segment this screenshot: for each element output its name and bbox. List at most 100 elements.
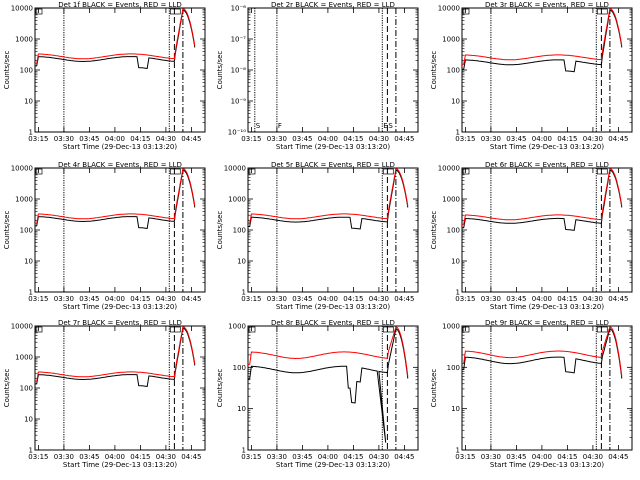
panel-title: Det 6r BLACK = Events, RED = LLD bbox=[485, 161, 609, 169]
y-tick-label: 10000 bbox=[438, 5, 460, 13]
flag-box bbox=[35, 8, 43, 15]
panel-title: Det 4r BLACK = Events, RED = LLD bbox=[58, 161, 182, 169]
flag-box bbox=[596, 8, 608, 15]
flag-box bbox=[35, 326, 43, 333]
x-tick-label: 03:30 bbox=[54, 295, 74, 303]
series-events bbox=[35, 9, 196, 69]
x-tick-label: 03:15 bbox=[241, 295, 261, 303]
y-tick-label: 100 bbox=[233, 227, 246, 235]
y-tick-label: 10⁻⁸ bbox=[231, 67, 247, 75]
x-tick-label: 04:30 bbox=[583, 135, 603, 143]
series-lld bbox=[461, 168, 623, 225]
flag-box bbox=[35, 168, 43, 175]
x-axis-label: Start Time (29-Dec-13 03:13:20) bbox=[276, 303, 390, 311]
x-tick-label: 04:00 bbox=[105, 135, 125, 143]
x-tick-label: 04:45 bbox=[181, 453, 201, 461]
x-tick-label: 04:00 bbox=[105, 295, 125, 303]
y-tick-label: 100 bbox=[20, 67, 33, 75]
y-tick-label: 100 bbox=[447, 227, 460, 235]
x-tick-label: 03:30 bbox=[267, 295, 287, 303]
y-tick-label: 1000 bbox=[15, 196, 33, 204]
y-tick-label: 100 bbox=[20, 385, 33, 393]
flag-box bbox=[169, 168, 181, 175]
x-tick-label: 03:30 bbox=[481, 295, 501, 303]
x-tick-label: 03:45 bbox=[506, 295, 526, 303]
y-tick-label: 10 bbox=[24, 258, 33, 266]
flag-box bbox=[169, 326, 181, 333]
y-tick-label: 1 bbox=[29, 129, 33, 137]
y-tick-label: 1 bbox=[456, 447, 460, 455]
plot-frame bbox=[247, 7, 419, 133]
x-tick-label: 03:15 bbox=[455, 135, 475, 143]
x-tick-label: 03:30 bbox=[481, 135, 501, 143]
series-events bbox=[462, 169, 623, 231]
x-tick-label: 04:30 bbox=[583, 295, 603, 303]
y-tick-label: 10000 bbox=[11, 323, 33, 331]
plot-frame bbox=[461, 325, 633, 451]
series-lld bbox=[248, 326, 409, 377]
y-tick-label: 1000 bbox=[15, 36, 33, 44]
x-axis-label: Start Time (29-Dec-13 03:13:20) bbox=[490, 461, 604, 469]
panel-4: Det 4r BLACK = Events, RED = LLD 1 10 100 10… bbox=[3, 161, 206, 311]
x-tick-label: 04:30 bbox=[156, 453, 176, 461]
panel-8: Det 8r BLACK = Events, RED = LLD 1 10 100 10… bbox=[216, 319, 419, 469]
y-tick-label: 10000 bbox=[438, 165, 460, 173]
x-axis-label: Start Time (29-Dec-13 03:13:20) bbox=[490, 143, 604, 151]
series-events bbox=[248, 328, 409, 443]
y-tick-label: 10000 bbox=[11, 165, 33, 173]
x-tick-label: 04:30 bbox=[156, 295, 176, 303]
y-tick-label: 10⁻⁶ bbox=[231, 5, 247, 13]
x-tick-label: 04:45 bbox=[394, 295, 414, 303]
x-tick-label: 04:45 bbox=[394, 135, 414, 143]
x-tick-label: 04:15 bbox=[343, 453, 363, 461]
x-tick-label: 03:15 bbox=[455, 453, 475, 461]
series-lld bbox=[247, 168, 409, 224]
x-tick-label: 03:45 bbox=[506, 135, 526, 143]
x-tick-label: 03:45 bbox=[506, 453, 526, 461]
x-tick-label: 03:45 bbox=[292, 453, 312, 461]
x-tick-label: 04:00 bbox=[532, 135, 552, 143]
x-tick-label: 03:30 bbox=[54, 453, 74, 461]
y-tick-label: 10 bbox=[24, 98, 33, 106]
y-axis-label: Counts/sec bbox=[430, 369, 438, 408]
x-axis-label: Start Time (29-Dec-13 03:13:20) bbox=[63, 143, 177, 151]
y-axis-label: Counts/sec bbox=[216, 211, 224, 250]
y-tick-label: 10 bbox=[237, 405, 246, 413]
series-events bbox=[462, 328, 623, 379]
x-tick-label: 03:45 bbox=[79, 295, 99, 303]
x-tick-label: 04:15 bbox=[557, 295, 577, 303]
x-axis-label: Start Time (29-Dec-13 03:13:20) bbox=[63, 461, 177, 469]
y-tick-label: 10⁻¹⁰ bbox=[228, 129, 246, 137]
series-events bbox=[35, 169, 196, 229]
panel-title: Det 7r BLACK = Events, RED = LLD bbox=[58, 319, 182, 327]
x-tick-label: 04:45 bbox=[181, 135, 201, 143]
y-tick-label: 10⁻⁷ bbox=[231, 36, 247, 44]
y-axis-label: Counts/sec bbox=[216, 369, 224, 408]
x-tick-label: 03:30 bbox=[54, 135, 74, 143]
y-tick-label: 100 bbox=[447, 364, 460, 372]
x-tick-label: 03:15 bbox=[28, 135, 48, 143]
x-tick-label: 04:45 bbox=[608, 295, 628, 303]
x-tick-label: 04:00 bbox=[532, 453, 552, 461]
y-tick-label: 1 bbox=[29, 289, 33, 297]
x-tick-label: 03:45 bbox=[292, 295, 312, 303]
x-tick-label: 04:15 bbox=[557, 135, 577, 143]
x-tick-label: 03:15 bbox=[28, 295, 48, 303]
y-tick-label: 1 bbox=[456, 289, 460, 297]
x-tick-label: 03:45 bbox=[79, 453, 99, 461]
y-tick-label: 10 bbox=[237, 258, 246, 266]
x-tick-label: 04:15 bbox=[343, 295, 363, 303]
x-tick-label: 04:30 bbox=[583, 453, 603, 461]
x-tick-label: 03:45 bbox=[292, 135, 312, 143]
panel-title: Det 8r BLACK = Events, RED = LLD bbox=[271, 319, 395, 327]
series-events bbox=[462, 9, 623, 73]
x-tick-label: 03:30 bbox=[481, 453, 501, 461]
panel-3: Det 3r BLACK = Events, RED = LLD 1 10 100 10… bbox=[430, 1, 633, 151]
flag-box bbox=[462, 8, 470, 15]
panel-7: Det 7r BLACK = Events, RED = LLD 1 10 100 10… bbox=[3, 319, 206, 469]
flag-box bbox=[596, 168, 608, 175]
flag-box bbox=[462, 168, 470, 175]
plot-frame bbox=[247, 325, 419, 451]
x-tick-label: 04:00 bbox=[532, 295, 552, 303]
x-tick-label: 04:45 bbox=[181, 295, 201, 303]
